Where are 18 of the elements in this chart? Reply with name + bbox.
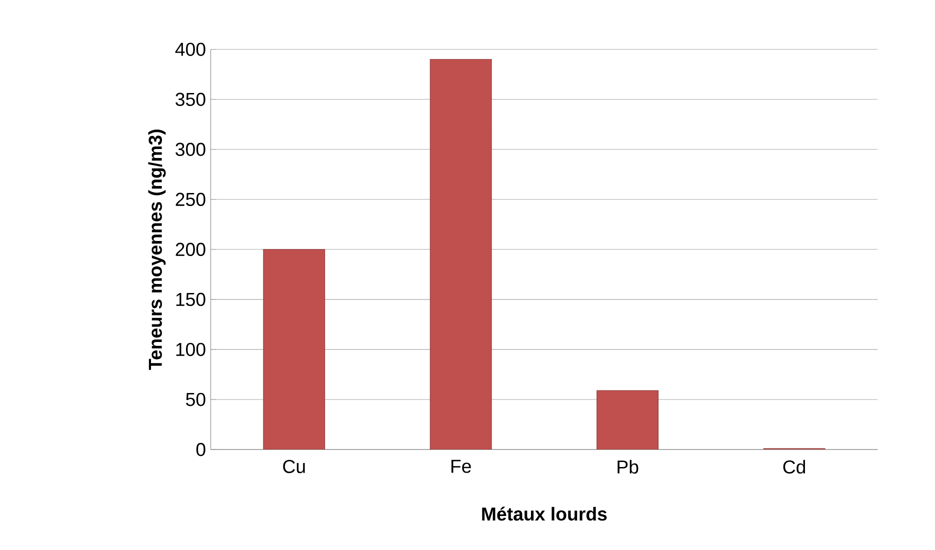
x-tick-label: Fe <box>451 460 471 474</box>
y-axis-title: Teneurs moyennes (ng/m3) <box>148 130 166 370</box>
x-axis-title: Métaux lourds <box>482 506 607 521</box>
x-tick-label: Cu <box>283 460 305 474</box>
y-tick-label: 400 <box>175 42 206 56</box>
y-tick-label: 100 <box>176 343 206 356</box>
bar <box>430 59 492 450</box>
bar <box>263 249 326 450</box>
x-tick-label: Cd <box>783 460 806 474</box>
x-tick-label: Pb <box>618 460 638 474</box>
y-tick-label: 350 <box>176 92 206 106</box>
y-tick-label: 0 <box>196 443 206 456</box>
y-tick-label: 150 <box>176 293 206 306</box>
bar <box>596 390 659 450</box>
y-tick-label: 300 <box>176 142 206 156</box>
y-tick-label: 50 <box>186 393 206 406</box>
y-tick-label: 250 <box>176 193 206 206</box>
y-tick-label: 200 <box>176 243 206 256</box>
